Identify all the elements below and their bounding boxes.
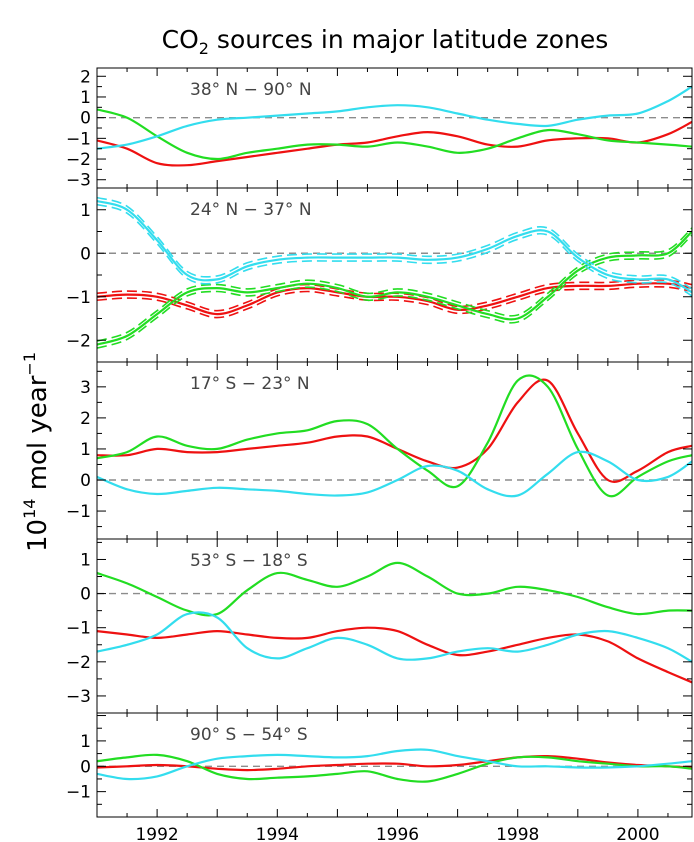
y-tick-label: −1 [66,129,91,149]
y-tick-label: −2 [66,653,91,673]
series-line-red-spread-1 [97,285,692,319]
panel-2: 1 0 −1 −2 24° N − 37° N [66,187,693,363]
panel-frame [96,67,693,189]
zone-label: 17° S − 23° N [190,374,310,394]
y-tick-label: −1 [66,502,91,522]
series-line-red [97,754,692,772]
y-tick-label: 1 [80,732,91,752]
x-tick-label: 1992 [135,825,178,842]
panel-5: 1 0 −1 90° S − 54° S [66,712,693,818]
zone-label: 38° N − 90° N [190,80,312,100]
series-group [97,748,692,783]
y-tick-label: 0 [80,757,91,777]
series-line-green-spread-2 [97,227,692,342]
x-tick-label: 1998 [496,825,539,842]
series-line-red [97,626,692,684]
y-tick-label: 1 [80,550,91,570]
series-line-green [97,561,692,617]
y-tick-label: −2 [66,150,91,170]
x-axis: 1992 1994 1996 1998 2000 [135,825,659,842]
chart-title-subscript: 2 [199,39,209,58]
y-tick-label: −1 [66,288,91,308]
zone-label: 90° S − 54° S [190,725,308,745]
series-line-red [97,282,692,316]
y-tick-label: 1 [80,440,91,460]
y-tick-label: 3 [80,378,91,398]
panel-frame [96,361,693,540]
y-axis-label-unit: mol year [23,375,53,498]
y-tick-label: 1 [80,88,91,108]
series-group [97,196,692,349]
series-line-cyan [97,199,692,294]
y-tick-label: 0 [80,471,91,491]
zone-label: 53° S − 18° S [190,551,308,571]
y-tick-label: −3 [66,171,91,191]
series-line-cyan [97,450,692,498]
series-line-green [97,230,692,346]
y-axis-label-base: 10 [23,519,53,552]
y-tick-label: 0 [80,585,91,605]
panels-group: 210−1−2−338° N − 90° N10−1−224° N − 37° … [66,67,693,818]
panel-4: 1 0 −1 −2 −3 53° S − 18° S [66,538,693,714]
series-line-cyan [97,85,692,150]
series-group [97,374,692,498]
y-axis-label-exponent: 14 [20,499,39,519]
y-tick-label: −1 [66,783,91,803]
series-line-green [97,108,692,161]
series-line-cyan-spread-2 [97,196,692,290]
x-tick-label: 1994 [256,825,299,842]
panel-frame [96,712,693,818]
series-line-green-spread-1 [97,234,692,349]
y-axis-label: 1014 mol year−1 [20,352,53,552]
series-line-cyan-spread-1 [97,203,692,297]
chart-title-rest: sources in major latitude zones [209,25,608,54]
y-tick-label: −3 [66,687,91,707]
y-tick-label: 0 [80,109,91,129]
series-group [97,561,692,684]
series-line-cyan [97,748,692,781]
series-line-green [97,374,692,498]
series-group [97,85,692,167]
y-axis-label-unit-exponent: −1 [20,352,39,376]
panel-3: 3 2 1 0 −1 17° S − 23° N [66,361,693,540]
x-tick-label: 1996 [376,825,419,842]
chart-title: CO2 sources in major latitude zones [162,25,609,58]
series-line-cyan [97,611,692,663]
x-tick-label: 2000 [616,825,659,842]
y-tick-label: −1 [66,619,91,639]
series-line-red [97,378,692,483]
zone-label: 24° N − 37° N [190,200,312,220]
y-tick-label: 1 [80,201,91,221]
y-tick-label: −2 [66,331,91,351]
y-tick-label: 2 [80,67,91,87]
panel-frame [96,538,693,714]
chart-title-main: CO [162,25,199,54]
y-tick-label: 0 [80,244,91,264]
panel-1: 210−1−2−3 38° N − 90° N [66,67,693,191]
y-tick-label: 2 [80,409,91,429]
